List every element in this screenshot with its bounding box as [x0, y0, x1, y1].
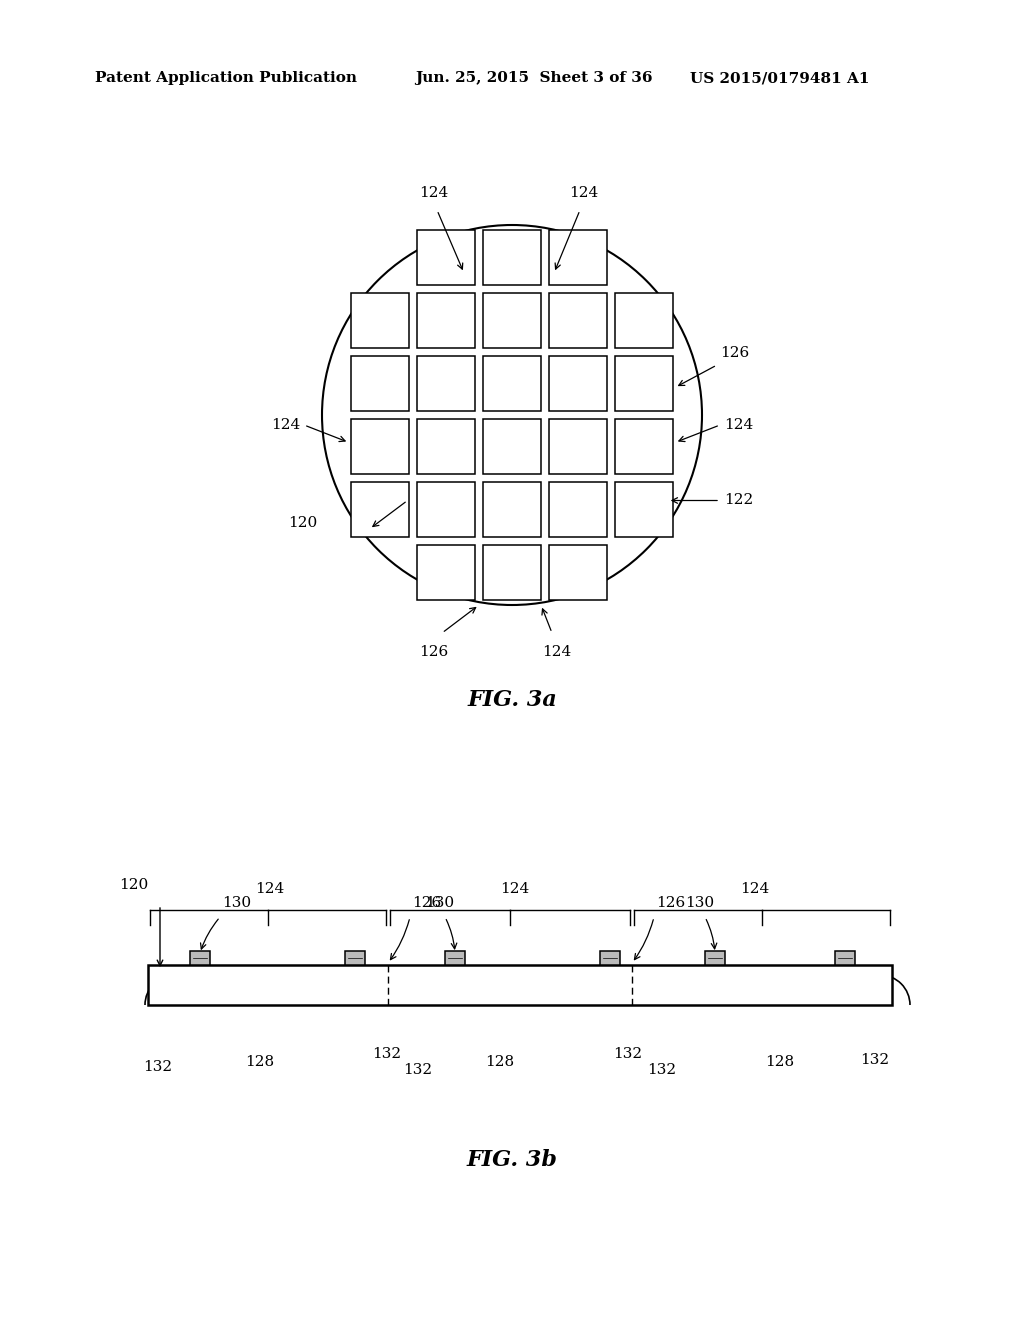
- Text: 128: 128: [246, 1055, 274, 1069]
- Bar: [351, 418, 409, 474]
- Bar: [615, 418, 673, 474]
- Bar: [483, 545, 541, 601]
- Text: 124: 124: [501, 882, 529, 896]
- Bar: [351, 356, 409, 411]
- Bar: [483, 418, 541, 474]
- Text: 130: 130: [222, 896, 251, 909]
- Bar: [615, 482, 673, 537]
- Bar: [445, 950, 465, 965]
- Text: 124: 124: [270, 418, 300, 432]
- Text: 132: 132: [647, 1063, 677, 1077]
- Bar: [148, 965, 892, 1005]
- Bar: [615, 293, 673, 348]
- Bar: [351, 482, 409, 537]
- Bar: [483, 230, 541, 285]
- Text: Patent Application Publication: Patent Application Publication: [95, 71, 357, 84]
- Text: 130: 130: [425, 896, 455, 909]
- Bar: [190, 950, 210, 965]
- Bar: [351, 293, 409, 348]
- Bar: [549, 230, 607, 285]
- Text: 126: 126: [412, 896, 441, 909]
- Text: 132: 132: [860, 1053, 890, 1067]
- Text: 126: 126: [420, 645, 449, 659]
- Bar: [835, 950, 855, 965]
- Bar: [549, 482, 607, 537]
- Text: 132: 132: [613, 1047, 643, 1061]
- Bar: [417, 482, 475, 537]
- Text: 124: 124: [543, 645, 571, 659]
- Text: 126: 126: [720, 346, 750, 360]
- Bar: [345, 950, 365, 965]
- Text: 130: 130: [685, 896, 715, 909]
- Bar: [483, 482, 541, 537]
- Text: FIG. 3a: FIG. 3a: [467, 689, 557, 711]
- Text: Jun. 25, 2015  Sheet 3 of 36: Jun. 25, 2015 Sheet 3 of 36: [415, 71, 652, 84]
- Bar: [417, 230, 475, 285]
- Bar: [549, 293, 607, 348]
- Bar: [417, 293, 475, 348]
- Bar: [549, 418, 607, 474]
- Text: 124: 124: [420, 186, 449, 201]
- Bar: [615, 356, 673, 411]
- Bar: [483, 293, 541, 348]
- Bar: [150, 987, 891, 1005]
- Text: US 2015/0179481 A1: US 2015/0179481 A1: [690, 71, 869, 84]
- Text: 124: 124: [255, 882, 285, 896]
- Bar: [705, 950, 725, 965]
- Bar: [600, 950, 620, 965]
- Text: 120: 120: [288, 516, 317, 531]
- Text: 126: 126: [656, 896, 685, 909]
- Bar: [417, 356, 475, 411]
- Text: 128: 128: [765, 1055, 795, 1069]
- Bar: [549, 545, 607, 601]
- Text: 124: 124: [569, 186, 599, 201]
- Text: 132: 132: [373, 1047, 401, 1061]
- Text: 122: 122: [724, 494, 754, 507]
- Text: 120: 120: [119, 878, 148, 892]
- Text: FIG. 3b: FIG. 3b: [467, 1148, 557, 1171]
- Bar: [549, 356, 607, 411]
- Bar: [483, 356, 541, 411]
- Text: 132: 132: [403, 1063, 432, 1077]
- Text: 124: 124: [724, 418, 754, 432]
- Text: 124: 124: [740, 882, 770, 896]
- Text: 128: 128: [485, 1055, 515, 1069]
- Text: 132: 132: [143, 1060, 173, 1074]
- Bar: [417, 545, 475, 601]
- Bar: [417, 418, 475, 474]
